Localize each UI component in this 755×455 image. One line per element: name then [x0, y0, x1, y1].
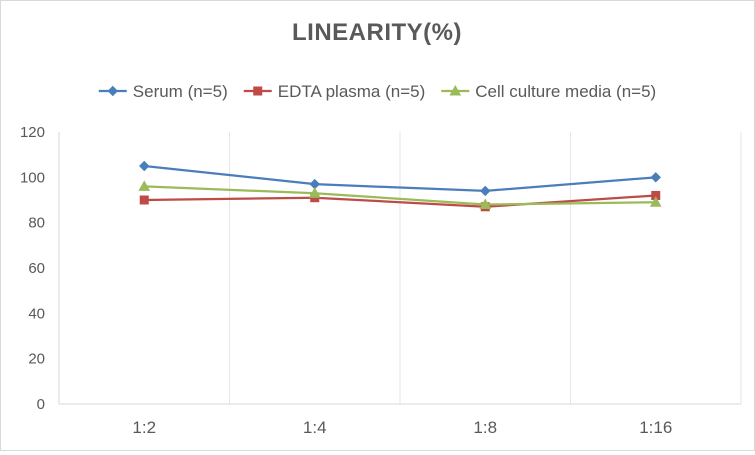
legend-marker: [253, 86, 263, 96]
y-tick-label: 60: [28, 260, 45, 277]
legend-marker: [449, 84, 462, 96]
data-point: [479, 198, 492, 210]
series-group: [138, 160, 662, 212]
x-tick-label: 1:4: [303, 418, 327, 437]
y-tick-label: 80: [28, 215, 45, 232]
series-cell-culture-media-n-5: [138, 180, 662, 210]
x-tick-label: 1:8: [473, 418, 497, 437]
legend-label: EDTA plasma (n=5): [278, 82, 426, 101]
grid-lines: [229, 132, 742, 404]
y-tick-label: 100: [20, 169, 45, 186]
y-tick-label: 20: [28, 351, 45, 368]
data-point: [308, 187, 321, 198]
data-point: [138, 180, 151, 191]
series-line: [144, 164, 656, 193]
legend-label: Serum (n=5): [133, 82, 228, 101]
data-point: [649, 196, 662, 207]
legend-marker: [107, 85, 118, 97]
axes: 0 20 40 60 80 100 120 1:2 1:4 1:8 1:16: [20, 124, 741, 437]
legend: Serum (n=5) EDTA plasma (n=5) Cell culture…: [98, 82, 656, 101]
legend-label: Cell culture media (n=5): [475, 82, 656, 101]
data-point: [139, 160, 150, 172]
legend-item-serum-n-5: Serum (n=5): [98, 82, 228, 101]
y-tick-label: 40: [28, 305, 45, 322]
data-point: [480, 185, 491, 197]
legend-item-edta-plasma-n-5: EDTA plasma (n=5): [243, 82, 426, 101]
data-point: [139, 195, 149, 205]
legend-item-cell-culture-media-n-5: Cell culture media (n=5): [441, 82, 656, 101]
data-point: [650, 172, 661, 183]
x-tick-label: 1:2: [132, 418, 156, 437]
series-line: [144, 185, 656, 206]
y-tick-label: 120: [20, 124, 45, 141]
x-tick-label: 1:16: [639, 418, 672, 437]
series-line: [144, 194, 656, 208]
series-serum-n-5: [139, 160, 661, 197]
chart-title: LINEARITY(%): [292, 19, 462, 46]
y-tick-label: 0: [37, 396, 45, 413]
